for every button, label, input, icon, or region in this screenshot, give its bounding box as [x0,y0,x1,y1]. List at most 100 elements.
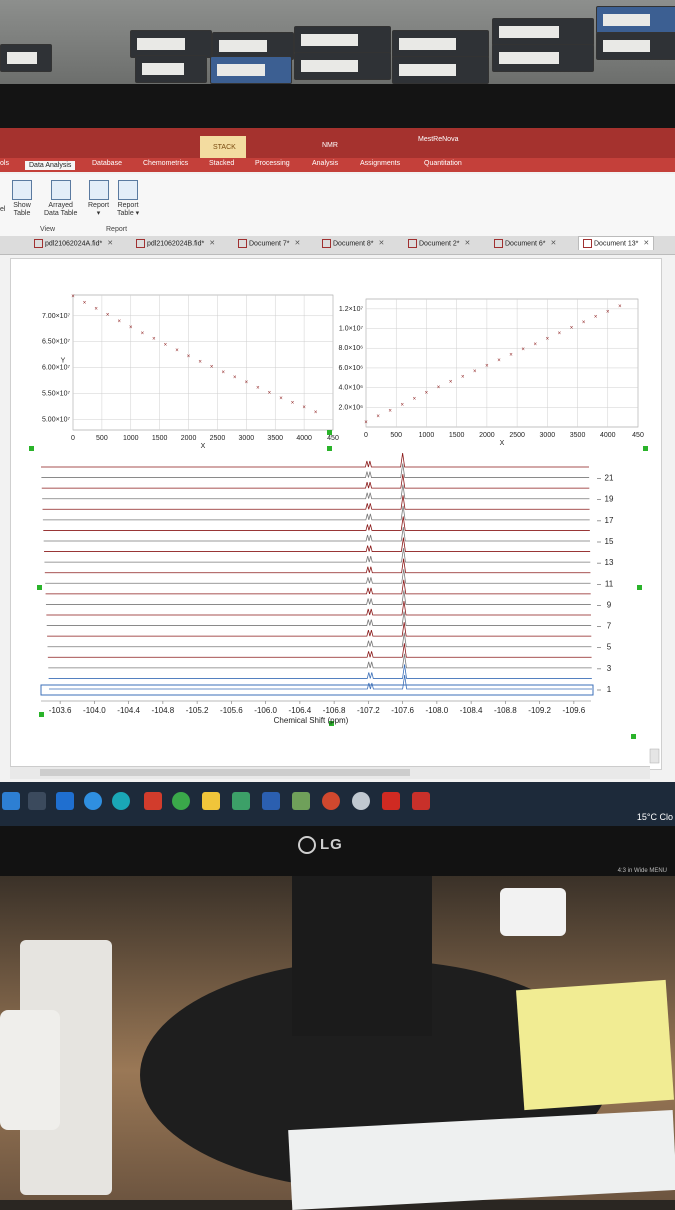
data-point: × [187,354,191,360]
data-point: × [401,402,405,408]
data-point: × [129,325,133,331]
doc-tab-5[interactable]: Document 2* ✕ [408,239,470,248]
spectrum-trace [41,463,590,478]
data-point: × [546,336,550,342]
tab-analysis[interactable]: Analysis [312,160,339,167]
app-icon[interactable] [352,792,370,810]
data-point: × [521,347,525,353]
tab-database[interactable]: Database [92,160,122,167]
monitor-bezel-top [0,84,675,134]
x-tick-label: -106.4 [289,706,312,715]
show-table-button[interactable]: Show Table [12,180,32,218]
spectrum-trace [41,452,589,468]
outlook-icon[interactable] [56,792,74,810]
weather-readout[interactable]: 15°C Clo [636,812,673,822]
report-button[interactable]: Report ▾ [88,180,109,218]
selection-handle [37,585,42,590]
data-point: × [509,353,513,359]
monitor-screen: STACK NMR MestReNova ols Data Analysis D… [0,128,675,828]
report-table-icon [118,180,139,200]
tab-data-analysis[interactable]: Data Analysis [25,161,76,170]
app-icon[interactable] [144,792,162,810]
acrobat-icon[interactable] [382,792,400,810]
close-icon[interactable]: ✕ [643,240,650,248]
chrome-icon[interactable] [172,792,190,810]
spectrum-trace [41,474,590,489]
context-nmr: NMR [322,142,338,149]
tab-processing[interactable]: Processing [255,160,290,167]
close-icon[interactable]: ✕ [294,240,301,248]
y-tick-label: 8.0×10⁶ [339,345,364,352]
context-stack: STACK [213,144,236,151]
close-icon[interactable]: ✕ [378,240,385,248]
spectrum-trace [43,516,590,531]
edge-icon[interactable] [84,792,102,810]
tab-stacked[interactable]: Stacked [209,160,235,167]
x-tick-label: 500 [96,435,108,442]
powerpoint-icon[interactable] [322,792,340,810]
mestrenova-icon[interactable] [412,792,430,810]
tab-tools[interactable]: ols [0,160,9,167]
start-icon[interactable] [2,792,20,810]
data-point: × [83,300,87,306]
spectrum-doc-icon [494,239,503,248]
doc-tab-2[interactable]: pdl21062024B.fid* ✕ [136,239,215,248]
data-point: × [485,363,489,369]
close-icon[interactable]: ✕ [464,240,471,248]
close-icon[interactable]: ✕ [107,240,114,248]
y-tick-label: 1.0×10⁷ [339,326,364,333]
doc-tab-1[interactable]: pdl21062024A.fid* ✕ [34,239,113,248]
doc-tab-3[interactable]: Document 7* ✕ [238,239,300,248]
doc-tab-6[interactable]: Document 6* ✕ [494,239,556,248]
x-tick-label: 4000 [296,435,312,442]
app-icon[interactable] [232,792,250,810]
data-point: × [618,304,622,310]
x-tick-label: -108.4 [460,706,483,715]
document-canvas[interactable]: × × × × × × × × × × × × × × × × × × × × × × 0 500 1000 1500 2000 25… [10,258,662,770]
data-point: × [268,391,272,397]
report-table-button[interactable]: Report Table ▾ [117,180,139,218]
task-view-icon[interactable] [28,792,46,810]
data-point: × [473,369,477,375]
binder [294,26,391,54]
spectrum-trace [42,484,590,500]
panel-button-partial[interactable]: el [0,206,6,213]
close-icon[interactable]: ✕ [550,240,557,248]
selection-handle [637,585,642,590]
spectrum-trace [44,537,591,552]
spectrum-trace [46,600,591,616]
trace-label: 13 [605,558,614,567]
data-point: × [210,365,214,371]
data-point: × [117,319,121,325]
data-point: × [533,342,537,348]
data-point: × [461,374,465,380]
browser-icon[interactable] [112,792,130,810]
scroll-thumb[interactable] [40,769,410,776]
arrayed-data-table-button[interactable]: Arrayed Data Table [44,180,77,218]
horizontal-scrollbar[interactable] [10,766,650,779]
close-icon[interactable]: ✕ [209,240,216,248]
trace-label: 1 [607,685,612,694]
doc-tab-7[interactable]: Document 13* ✕ [578,236,655,250]
word-icon[interactable] [262,792,280,810]
x-tick-label: -107.2 [357,706,380,715]
app-icon[interactable] [292,792,310,810]
tab-chemometrics[interactable]: Chemometrics [143,160,189,167]
doc-tab-4[interactable]: Document 8* ✕ [322,239,384,248]
file-explorer-icon[interactable] [202,792,220,810]
selection-handle [643,446,648,451]
binder [392,56,489,84]
tab-quantitation[interactable]: Quantitation [424,160,462,167]
power-adapter [500,888,566,936]
x-tick-label: 1000 [123,435,139,442]
y-tick-label: 6.0×10⁶ [339,365,364,372]
stack-context-band [200,136,246,158]
x-tick-label: -103.6 [49,706,72,715]
data-point: × [376,414,380,420]
selection-handle [29,446,34,451]
y-axis-label: Y [61,358,66,365]
selection-handle [631,734,636,739]
tab-assignments[interactable]: Assignments [360,160,401,167]
trace-label: 3 [607,664,612,673]
spectrum-trace [45,590,591,605]
